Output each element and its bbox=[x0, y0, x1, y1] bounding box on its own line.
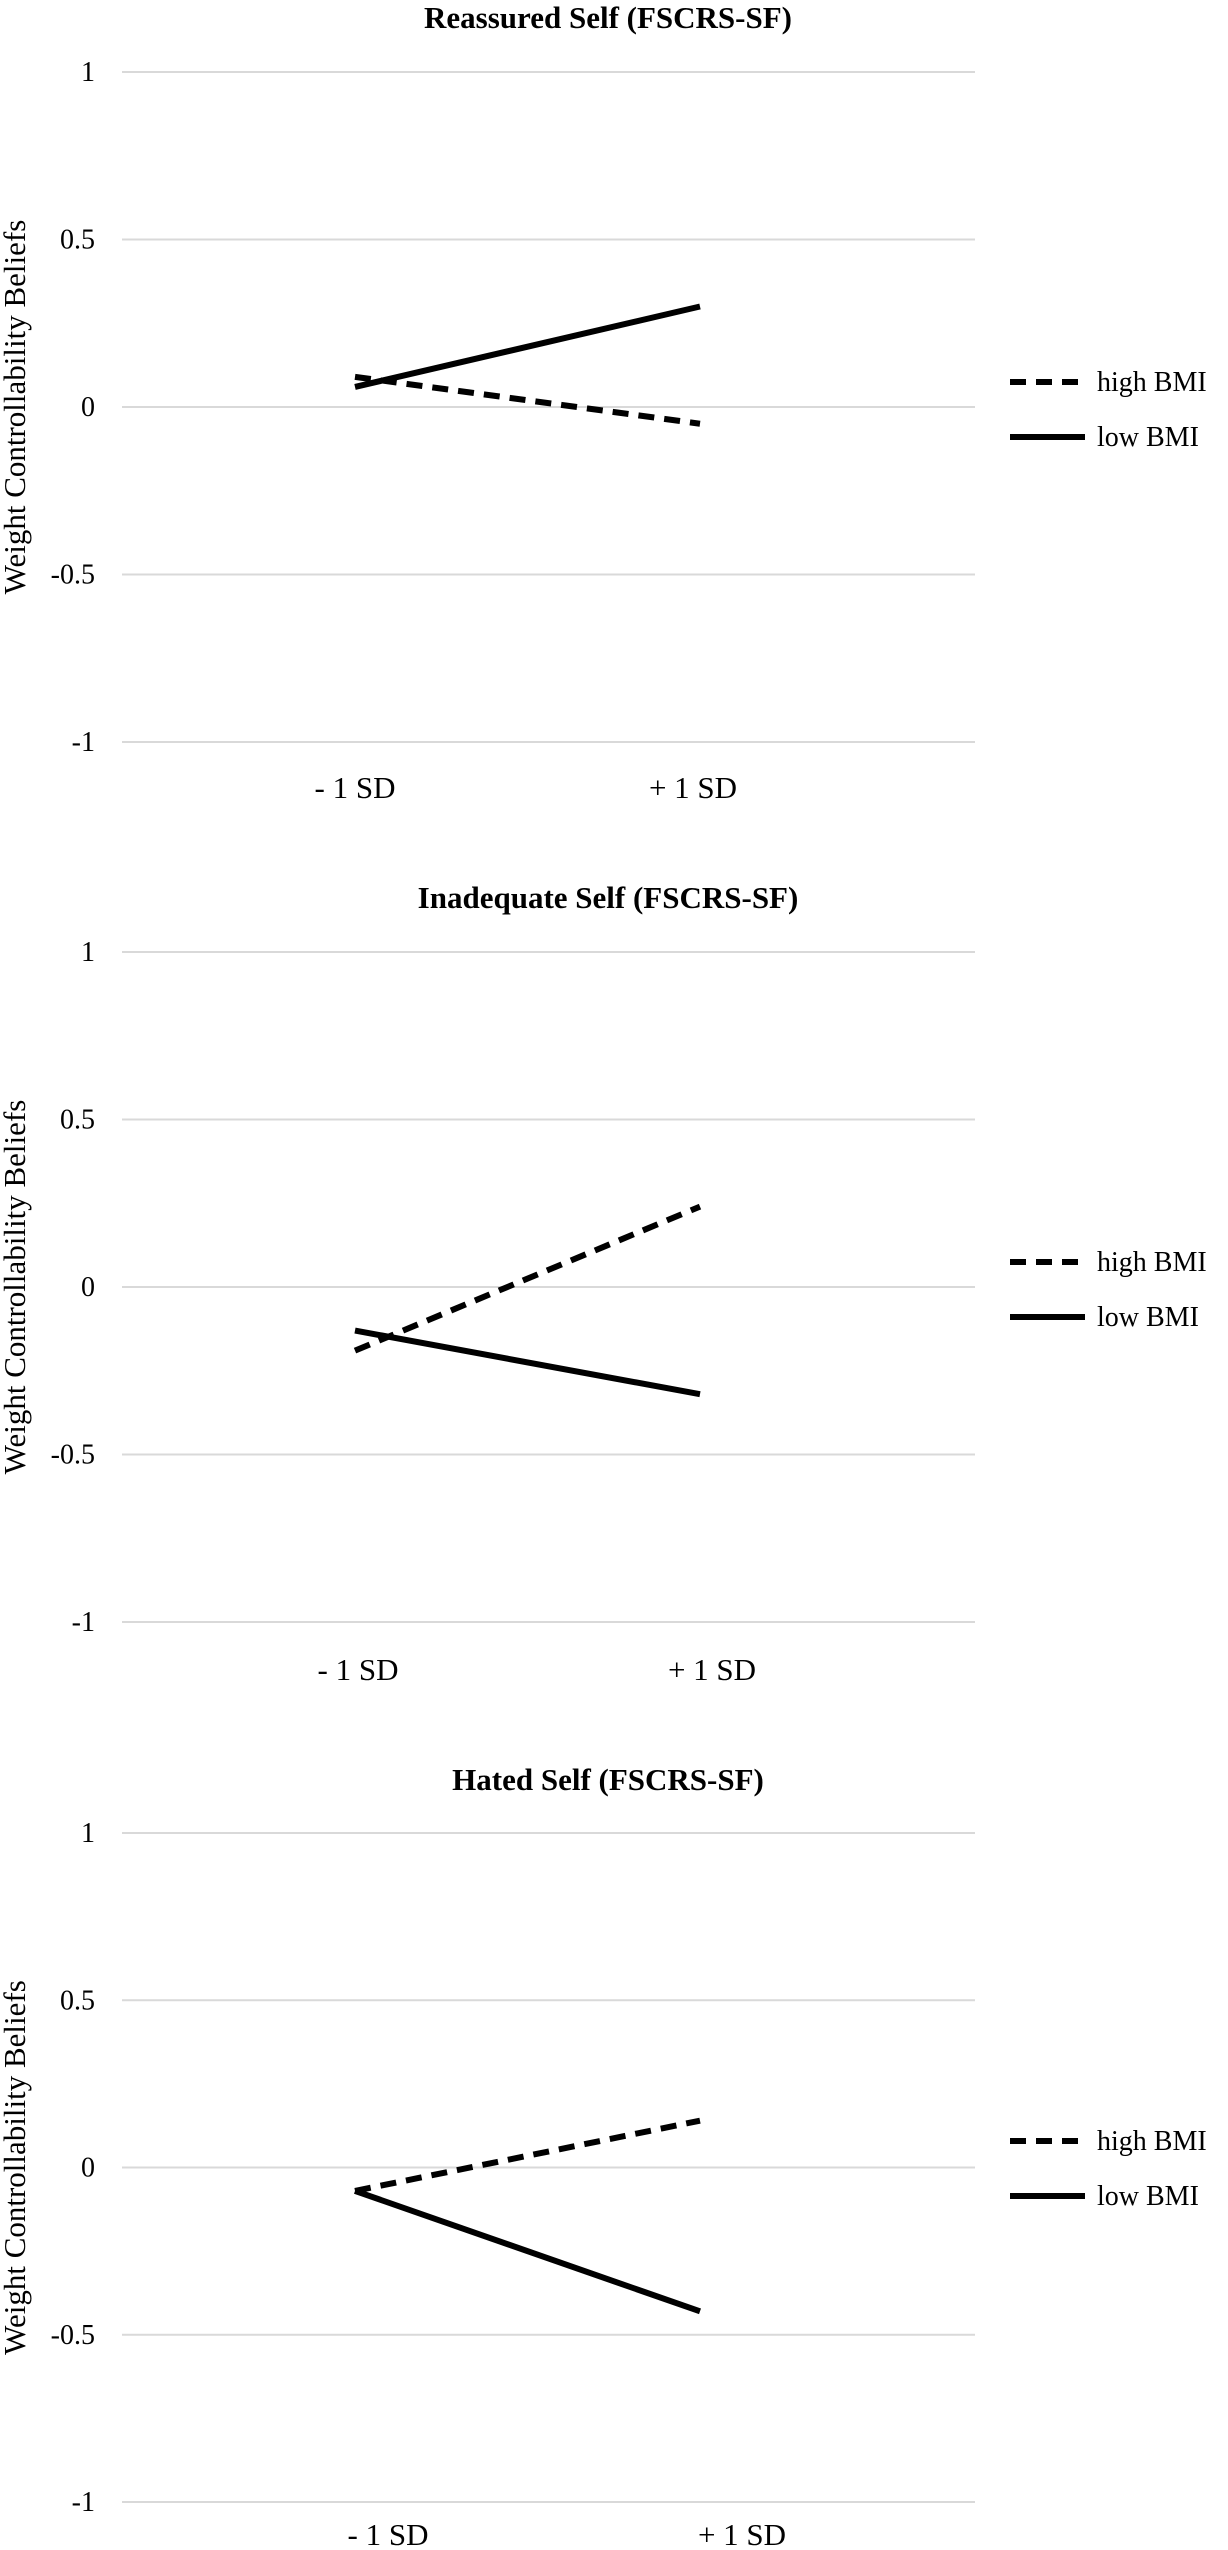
y-tick-label: 0.5 bbox=[60, 1105, 95, 1136]
y-tick-label: -0.5 bbox=[51, 2320, 95, 2351]
panel-inadequate-self: 1 0.5 0 -0.5 -1 Inadequate Self (FSCRS-SF) Wei… bbox=[0, 880, 1207, 1687]
panel-hated-self: 1 0.5 0 -0.5 -1 Hated Self (FSCRS-SF) Weight C… bbox=[0, 1762, 1207, 2550]
x-category-label: - 1 SD bbox=[318, 1652, 399, 1687]
panel-reassured-self: 1 0.5 0 -0.5 -1 Reassured Self (FSCRS-SF) Weig… bbox=[0, 0, 1207, 805]
legend-label-high-bmi: high BMI bbox=[1097, 367, 1207, 398]
x-category-label: + 1 SD bbox=[668, 1652, 756, 1687]
y-tick-label: 1 bbox=[81, 1818, 95, 1849]
y-axis-title: Weight Controllability Beliefs bbox=[0, 1100, 32, 1475]
y-tick-label: 1 bbox=[81, 57, 95, 88]
series-line-low-bmi bbox=[354, 303, 701, 390]
y-tick-label: -1 bbox=[72, 2487, 95, 2518]
legend-label-high-bmi: high BMI bbox=[1097, 1247, 1207, 1278]
y-axis-title: Weight Controllability Beliefs bbox=[0, 220, 32, 595]
series-line-low-bmi bbox=[354, 1327, 701, 1398]
legend-label-high-bmi: high BMI bbox=[1097, 2126, 1207, 2157]
y-tick-label: -1 bbox=[72, 1607, 95, 1638]
y-tick-label: 0.5 bbox=[60, 1985, 95, 2016]
y-tick-label: 0.5 bbox=[60, 225, 95, 256]
chart-title: Inadequate Self (FSCRS-SF) bbox=[418, 880, 799, 915]
legend-label-low-bmi: low BMI bbox=[1097, 422, 1199, 453]
y-axis-title: Weight Controllability Beliefs bbox=[0, 1980, 32, 2355]
x-category-label: - 1 SD bbox=[348, 2517, 429, 2550]
x-category-label: + 1 SD bbox=[698, 2517, 786, 2550]
legend-label-low-bmi: low BMI bbox=[1097, 1302, 1199, 1333]
y-tick-label: -0.5 bbox=[51, 1440, 95, 1471]
y-tick-label: 0 bbox=[81, 392, 95, 423]
x-category-label: + 1 SD bbox=[649, 770, 737, 805]
x-category-label: - 1 SD bbox=[315, 770, 396, 805]
legend-label-low-bmi: low BMI bbox=[1097, 2181, 1199, 2212]
y-tick-label: 1 bbox=[81, 937, 95, 968]
y-tick-label: -0.5 bbox=[51, 560, 95, 591]
chart-title: Reassured Self (FSCRS-SF) bbox=[424, 0, 792, 35]
y-tick-label: 0 bbox=[81, 1272, 95, 1303]
chart-title: Hated Self (FSCRS-SF) bbox=[452, 1762, 764, 1797]
y-tick-label: -1 bbox=[72, 727, 95, 758]
series-line-low-bmi bbox=[354, 2188, 701, 2315]
series-line-high-bmi bbox=[354, 373, 701, 427]
series-line-high-bmi bbox=[354, 2117, 701, 2194]
y-tick-label: 0 bbox=[81, 2153, 95, 2184]
series-line-high-bmi bbox=[353, 1203, 702, 1354]
